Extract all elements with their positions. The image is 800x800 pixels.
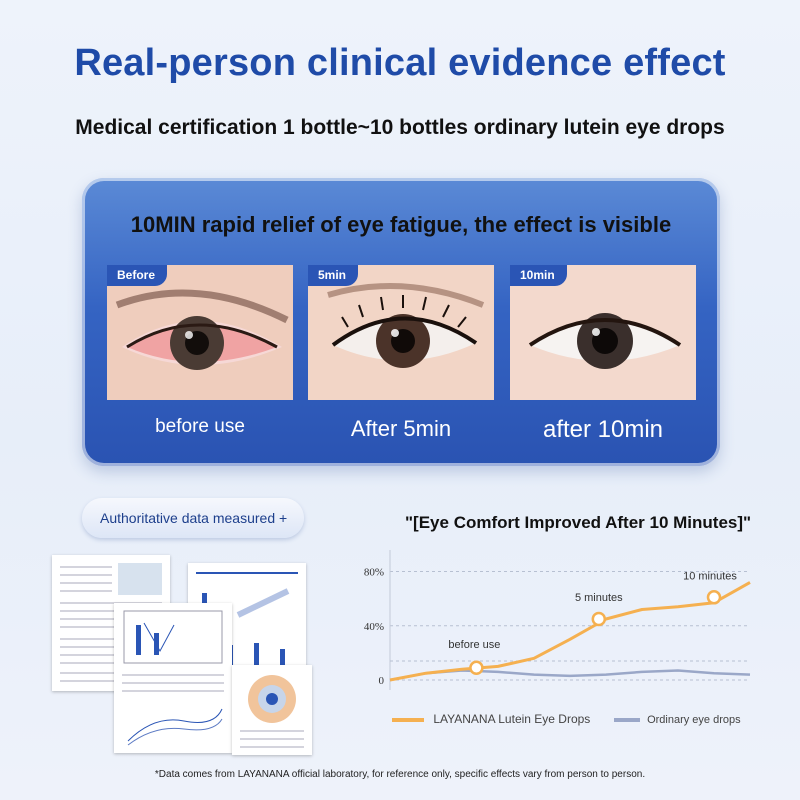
photo-tag: 10min bbox=[510, 265, 567, 286]
page-title: Real-person clinical evidence effect bbox=[74, 42, 726, 84]
annotation-label: 10 minutes bbox=[683, 570, 737, 582]
comfort-line-chart: 80% 40% 0 before use 5 minutes 10 minutes bbox=[364, 550, 751, 690]
y-tick-label: 80% bbox=[364, 567, 384, 579]
authoritative-data-button[interactable]: Authoritative data measured + bbox=[82, 498, 304, 538]
legend-layanana: LAYANANA Lutein Eye Drops bbox=[392, 712, 590, 726]
annotation-label: 5 minutes bbox=[575, 592, 623, 604]
legend-swatch-icon bbox=[614, 718, 640, 723]
5min-eye-photo: 5min bbox=[308, 265, 494, 400]
series-line bbox=[389, 581, 751, 682]
photo-tag: 5min bbox=[308, 265, 359, 286]
legend-swatch-icon bbox=[392, 717, 424, 722]
footnote: *Data comes from LAYANANA official labor… bbox=[154, 769, 646, 780]
data-point-marker bbox=[591, 611, 607, 627]
before-eye-photo: Before bbox=[107, 265, 293, 400]
photo-caption: After 5min bbox=[350, 416, 452, 441]
legend-label: Ordinary eye drops bbox=[647, 714, 741, 726]
data-point-marker bbox=[706, 590, 722, 605]
chart-title: "[Eye Comfort Improved After 10 Minutes]… bbox=[405, 513, 752, 532]
10min-eye-photo: 10min bbox=[510, 265, 696, 400]
photo-tag: Before bbox=[107, 265, 168, 286]
data-point-marker bbox=[469, 660, 484, 676]
photo-caption: before use bbox=[155, 416, 245, 437]
page-subtitle: Medical certification 1 bottle~10 bottle… bbox=[75, 116, 725, 139]
legend-label: LAYANANA Lutein Eye Drops bbox=[433, 712, 591, 726]
legend-ordinary: Ordinary eye drops bbox=[614, 714, 741, 726]
photo-caption: after 10min bbox=[542, 416, 664, 443]
y-tick-label: 0 bbox=[379, 675, 385, 687]
results-panel: 10MIN rapid relief of eye fatigue, the e… bbox=[82, 178, 720, 466]
panel-headline: 10MIN rapid relief of eye fatigue, the e… bbox=[130, 212, 672, 237]
y-tick-label: 40% bbox=[364, 621, 384, 633]
lab-report-documents bbox=[52, 555, 312, 765]
annotation-label: before use bbox=[448, 639, 500, 651]
